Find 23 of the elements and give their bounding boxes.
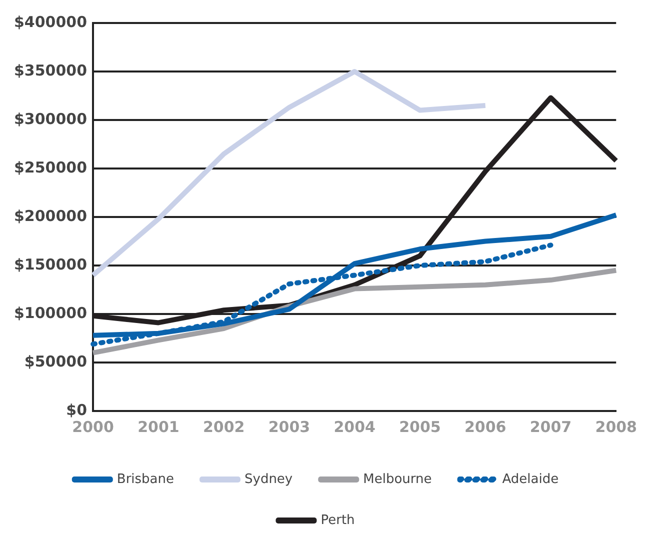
legend-label: Melbourne — [363, 472, 432, 487]
legend-label: Adelaide — [502, 472, 559, 487]
x-tick-label: 2004 — [334, 418, 376, 436]
legend-label: Perth — [320, 512, 355, 528]
legend-label: Brisbane — [116, 472, 174, 487]
y-tick-label: $100000 — [14, 304, 88, 322]
y-tick-label: $250000 — [14, 158, 88, 176]
y-tick-label: $200000 — [14, 206, 88, 225]
y-tick-label: $300000 — [14, 110, 88, 128]
y-tick-label: $0 — [66, 400, 88, 419]
x-tick-label: 2006 — [464, 418, 506, 436]
legend-label: Sydney — [244, 472, 293, 487]
x-tick-label: 2007 — [530, 418, 572, 436]
x-tick-label: 2008 — [595, 418, 637, 436]
x-tick-label: 2005 — [399, 418, 441, 436]
y-tick-label: $50000 — [24, 352, 88, 370]
y-tick-label: $400000 — [14, 12, 88, 31]
x-tick-label: 2000 — [72, 418, 114, 436]
x-tick-label: 2003 — [268, 418, 310, 436]
x-tick-label: 2002 — [202, 418, 245, 436]
y-tick-label: $350000 — [14, 61, 88, 80]
y-tick-label: $150000 — [14, 255, 88, 274]
x-tick-label: 2001 — [138, 418, 180, 436]
